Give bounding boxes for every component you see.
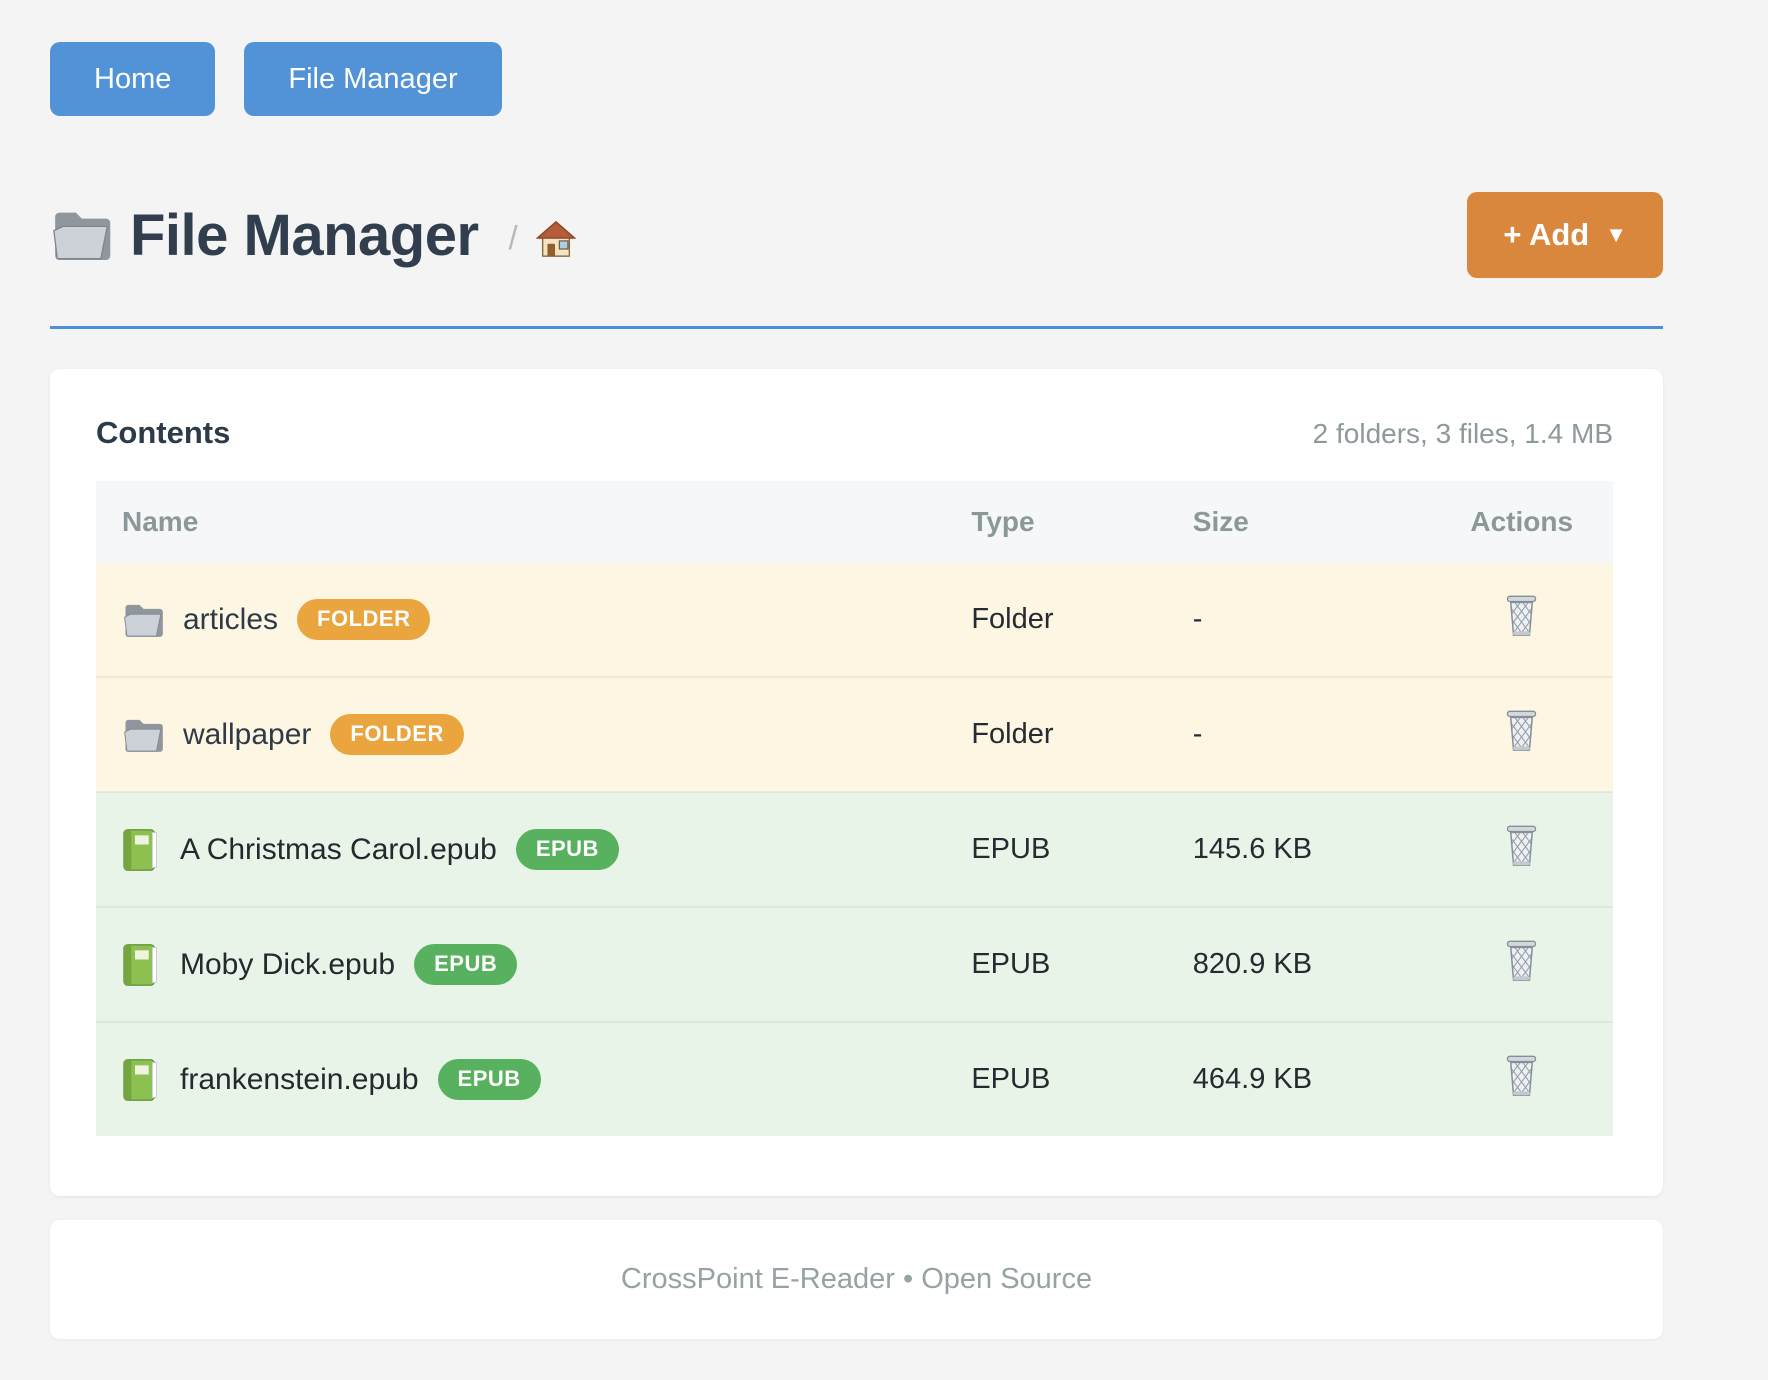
folder-badge: FOLDER [330, 714, 464, 755]
delete-button[interactable] [1504, 939, 1539, 982]
table-row: Moby Dick.epub EPUB EPUB 820.9 KB [96, 907, 1613, 1022]
add-button[interactable]: + Add ▼ [1467, 192, 1663, 278]
page: Home File Manager File Manager / + Add ▼… [50, 0, 1663, 1339]
item-name-link[interactable]: frankenstein.epub [180, 1062, 419, 1096]
item-name-link[interactable]: Moby Dick.epub [180, 947, 396, 981]
green-book-icon [122, 943, 159, 987]
green-book-icon [122, 1058, 159, 1102]
file-table: Name Type Size Actions articles FOLDER F… [96, 481, 1613, 1136]
contents-summary: 2 folders, 3 files, 1.4 MB [1312, 418, 1613, 449]
title-group: File Manager / [50, 202, 578, 269]
trash-icon [1504, 709, 1539, 752]
item-size: - [1192, 718, 1203, 750]
item-type: EPUB [971, 833, 1051, 865]
table-row: articles FOLDER Folder - [96, 563, 1613, 677]
contents-card-header: Contents 2 folders, 3 files, 1.4 MB [96, 415, 1613, 451]
delete-button[interactable] [1504, 824, 1539, 867]
item-size: 145.6 KB [1192, 833, 1313, 865]
item-size: - [1192, 603, 1203, 635]
column-header-size: Size [1192, 481, 1471, 563]
item-type: EPUB [971, 1063, 1051, 1095]
column-header-actions: Actions [1470, 481, 1613, 563]
table-row: wallpaper FOLDER Folder - [96, 677, 1613, 792]
item-name-link[interactable]: wallpaper [183, 717, 312, 751]
item-type: Folder [971, 603, 1054, 635]
footer-card: CrossPoint E-Reader • Open Source [50, 1220, 1663, 1339]
contents-card: Contents 2 folders, 3 files, 1.4 MB Name… [50, 369, 1663, 1196]
item-name-link[interactable]: A Christmas Carol.epub [180, 832, 497, 866]
add-button-label: + Add [1503, 217, 1590, 252]
delete-button[interactable] [1504, 709, 1539, 752]
delete-button[interactable] [1504, 594, 1539, 637]
table-row: frankenstein.epub EPUB EPUB 464.9 KB [96, 1022, 1613, 1136]
item-name-link[interactable]: articles [183, 602, 279, 636]
top-nav: Home File Manager [50, 0, 1663, 116]
item-type: Folder [971, 718, 1054, 750]
epub-badge: EPUB [515, 829, 619, 870]
name-cell: articles FOLDER [96, 599, 971, 640]
trash-icon [1504, 1054, 1539, 1097]
name-cell: frankenstein.epub EPUB [96, 1058, 971, 1102]
green-book-icon [122, 828, 159, 872]
trash-icon [1504, 824, 1539, 867]
item-type: EPUB [971, 948, 1051, 980]
home-button[interactable]: Home [50, 42, 216, 116]
folder-badge: FOLDER [297, 599, 431, 640]
house-icon[interactable] [534, 219, 578, 259]
item-size: 820.9 KB [1192, 948, 1313, 980]
breadcrumb-separator: / [508, 219, 518, 256]
trash-icon [1504, 594, 1539, 637]
item-size: 464.9 KB [1192, 1063, 1313, 1095]
page-title: File Manager [130, 202, 479, 268]
contents-title: Contents [96, 415, 231, 450]
name-cell: wallpaper FOLDER [96, 714, 971, 755]
delete-button[interactable] [1504, 1054, 1539, 1097]
folder-icon [122, 716, 164, 754]
column-header-name: Name [96, 481, 972, 563]
chevron-down-icon: ▼ [1605, 222, 1627, 247]
page-header: File Manager / + Add ▼ [50, 192, 1663, 278]
open-folder-icon [50, 208, 112, 262]
table-row: A Christmas Carol.epub EPUB EPUB 145.6 K… [96, 792, 1613, 907]
epub-badge: EPUB [437, 1059, 541, 1100]
name-cell: A Christmas Carol.epub EPUB [96, 828, 971, 872]
trash-icon [1504, 939, 1539, 982]
epub-badge: EPUB [414, 944, 518, 985]
column-header-type: Type [971, 481, 1193, 563]
name-cell: Moby Dick.epub EPUB [96, 943, 971, 987]
file-manager-button[interactable]: File Manager [244, 42, 502, 116]
file-table-header: Name Type Size Actions [96, 481, 1613, 563]
footer-text: CrossPoint E-Reader • Open Source [620, 1263, 1093, 1295]
title-underline [50, 326, 1663, 329]
folder-icon [122, 601, 164, 639]
